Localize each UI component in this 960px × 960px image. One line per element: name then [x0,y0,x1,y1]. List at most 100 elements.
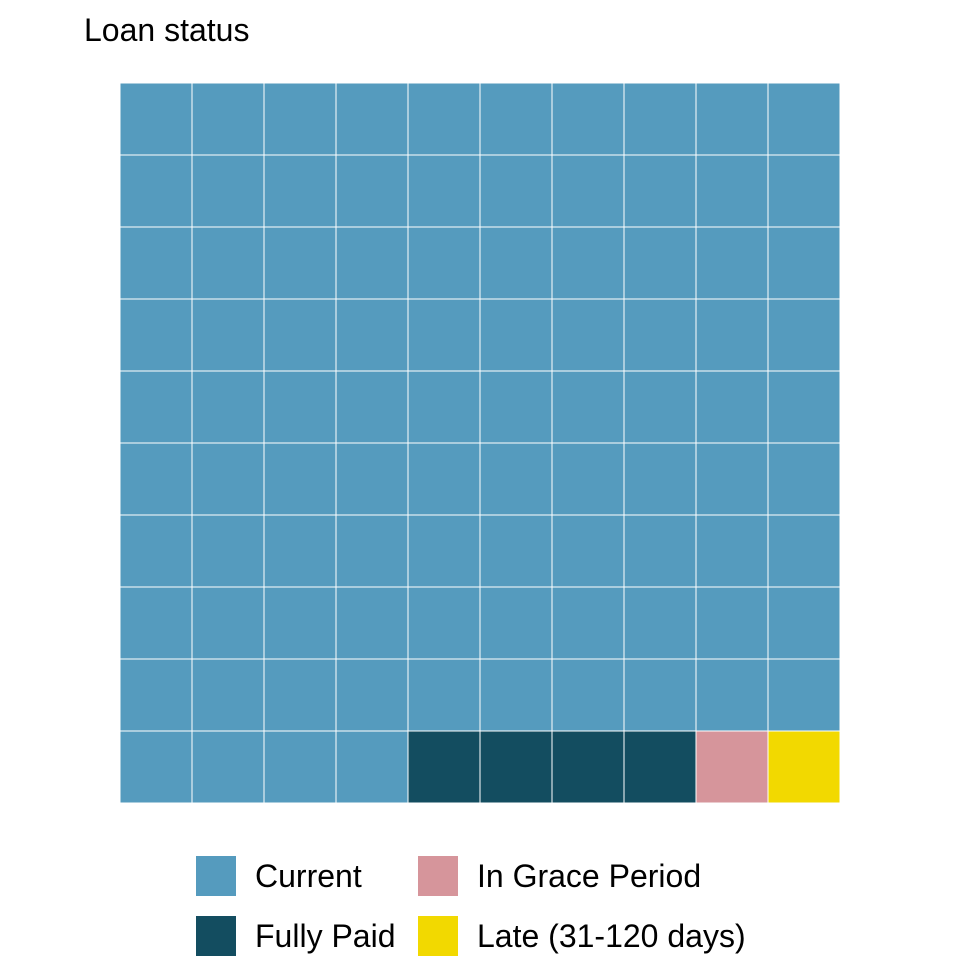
waffle-cell-current [479,370,553,444]
waffle-cell-current [407,370,481,444]
waffle-cell-current [119,658,193,732]
waffle-cell-current [191,298,265,372]
waffle-cell-current [407,154,481,228]
waffle-cell-current [191,226,265,300]
legend-label-late: Late (31-120 days) [477,917,746,954]
waffle-cell-current [695,82,769,156]
waffle-cell-current [119,730,193,804]
waffle-cell-current [119,226,193,300]
legend-label-current: Current [255,857,362,894]
legend-swatch-late [418,916,458,956]
waffle-cell-current [407,442,481,516]
waffle-cell-current [551,514,625,588]
legend-swatch-fully-paid [196,916,236,956]
waffle-cell-current [263,586,337,660]
waffle-cell-current [695,586,769,660]
waffle-cell-current [119,442,193,516]
waffle-cell-current [335,730,409,804]
waffle-cell-current [119,370,193,444]
waffle-cell-current [479,442,553,516]
legend-label-in-grace-period: In Grace Period [477,857,702,894]
waffle-cell-current [695,226,769,300]
waffle-cell-current [407,298,481,372]
waffle-cell-current [191,370,265,444]
waffle-cell-current [767,658,841,732]
waffle-cell-current [263,514,337,588]
waffle-cell-current [119,82,193,156]
legend-item-in-grace-period: In Grace Period [418,855,701,897]
waffle-cell-current [623,370,697,444]
waffle-cell-current [191,514,265,588]
waffle-cell-current [767,586,841,660]
waffle-cell-fully-paid [623,730,697,804]
waffle-cell-current [119,298,193,372]
chart-title: Loan status [84,12,250,48]
waffle-cell-current [119,154,193,228]
waffle-cell-current [191,82,265,156]
waffle-cell-current [263,298,337,372]
waffle-cell-current [191,658,265,732]
waffle-cell-current [479,82,553,156]
waffle-cell-current [479,154,553,228]
waffle-cell-current [263,730,337,804]
waffle-cell-current [551,586,625,660]
legend-item-current: Current [196,855,362,897]
waffle-cell-current [695,154,769,228]
waffle-cell-current [191,442,265,516]
waffle-cell-current [335,298,409,372]
legend-swatch-current [196,856,236,896]
waffle-cell-current [695,298,769,372]
waffle-cell-current [407,82,481,156]
waffle-cell-current [479,586,553,660]
waffle-cell-current [623,154,697,228]
waffle-cell-in-grace-period [695,730,769,804]
waffle-cell-current [263,370,337,444]
waffle-cell-current [767,82,841,156]
waffle-cell-fully-paid [551,730,625,804]
waffle-cell-current [623,658,697,732]
waffle-cell-current [407,586,481,660]
waffle-cell-current [551,154,625,228]
waffle-cell-current [623,298,697,372]
waffle-cell-current [335,154,409,228]
waffle-cell-current [623,514,697,588]
waffle-cell-current [551,226,625,300]
waffle-cell-current [767,442,841,516]
legend-label-fully-paid: Fully Paid [255,917,396,954]
waffle-cell-current [263,442,337,516]
waffle-cell-current [335,370,409,444]
waffle-cell-late-31-120-days [767,730,841,804]
waffle-cell-current [479,298,553,372]
waffle-cell-current [335,658,409,732]
waffle-cell-fully-paid [407,730,481,804]
waffle-cell-current [695,370,769,444]
waffle-cell-current [335,82,409,156]
waffle-cell-current [695,442,769,516]
waffle-cell-current [623,226,697,300]
waffle-cell-current [263,154,337,228]
waffle-cell-current [407,514,481,588]
waffle-cell-current [407,226,481,300]
waffle-cell-current [335,586,409,660]
waffle-cell-current [335,514,409,588]
waffle-cell-current [551,370,625,444]
waffle-cell-current [263,82,337,156]
waffle-cell-current [479,514,553,588]
waffle-cell-current [119,514,193,588]
waffle-cell-current [119,586,193,660]
waffle-cell-current [623,82,697,156]
waffle-cell-current [767,370,841,444]
waffle-cell-current [551,658,625,732]
waffle-cell-current [479,226,553,300]
legend: Current In Grace Period Fully Paid Late … [196,855,836,957]
waffle-cell-current [767,514,841,588]
waffle-cell-current [263,658,337,732]
waffle-cell-current [191,730,265,804]
waffle-cell-current [695,658,769,732]
waffle-cell-current [695,514,769,588]
legend-item-fully-paid: Fully Paid [196,915,396,957]
waffle-cell-current [479,658,553,732]
waffle-cell-current [551,298,625,372]
legend-item-late: Late (31-120 days) [418,915,746,957]
